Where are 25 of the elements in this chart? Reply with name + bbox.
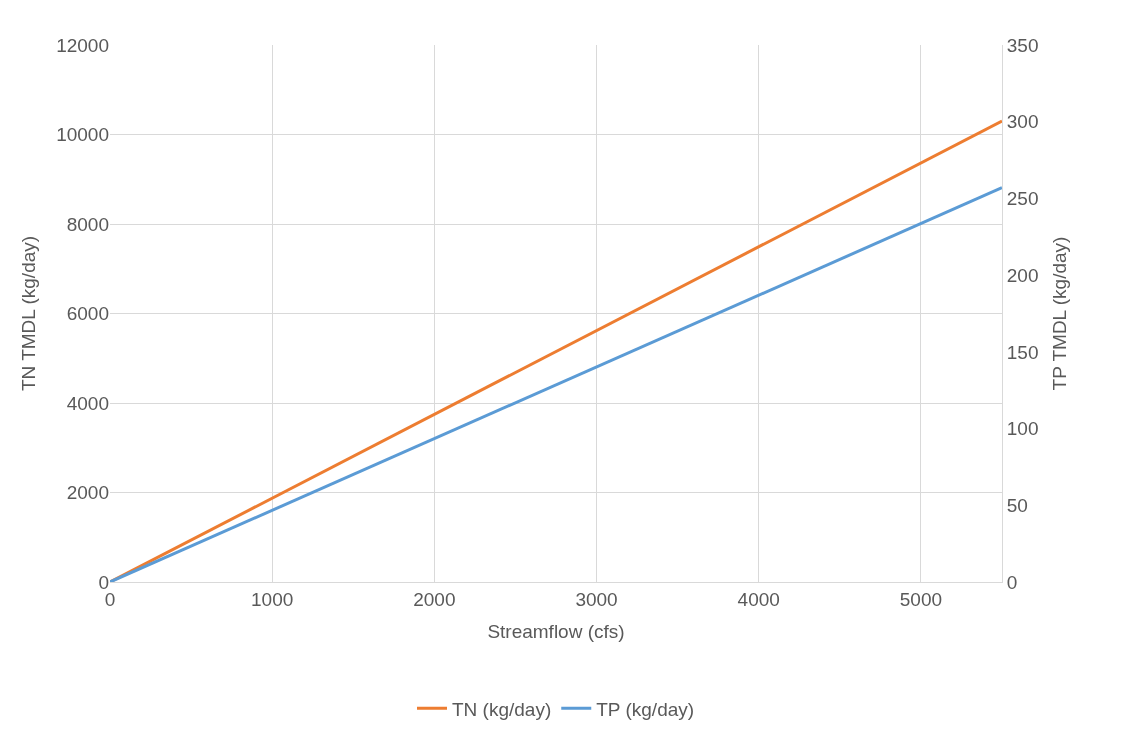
- y-tick-label: 12000: [56, 34, 109, 56]
- y2-tick-label: 200: [1006, 264, 1039, 286]
- y-axis-title: TN TMDL (kg/day): [18, 235, 40, 392]
- y2-tick-label: 150: [1006, 341, 1039, 363]
- y2-tick-label: 0: [1006, 571, 1018, 593]
- legend-label: TP (kg/day): [596, 698, 695, 720]
- x-tick-label: 2000: [413, 588, 456, 610]
- x-tick-label: 3000: [575, 588, 618, 610]
- legend-label: TN (kg/day): [452, 698, 552, 720]
- x-tick-label: 5000: [899, 588, 943, 610]
- y2-tick-label: 250: [1006, 188, 1039, 210]
- y-tick-label: 4000: [66, 392, 109, 414]
- y-tick-label: 6000: [66, 303, 109, 325]
- x-tick-label: 1000: [251, 588, 294, 610]
- y-tick-label: 0: [98, 571, 109, 593]
- y2-axis-title: TP TMDL (kg/day): [1049, 236, 1071, 391]
- y2-tick-label: 350: [1006, 34, 1039, 56]
- y2-tick-label: 300: [1006, 111, 1039, 133]
- y2-tick-label: 100: [1006, 418, 1039, 440]
- x-tick-label: 4000: [737, 588, 780, 610]
- y-tick-label: 2000: [66, 482, 109, 504]
- x-axis-title: Streamflow (cfs): [487, 620, 625, 642]
- y2-tick-label: 50: [1006, 494, 1028, 516]
- y-tick-label: 8000: [66, 213, 109, 235]
- y-tick-label: 10000: [56, 124, 109, 146]
